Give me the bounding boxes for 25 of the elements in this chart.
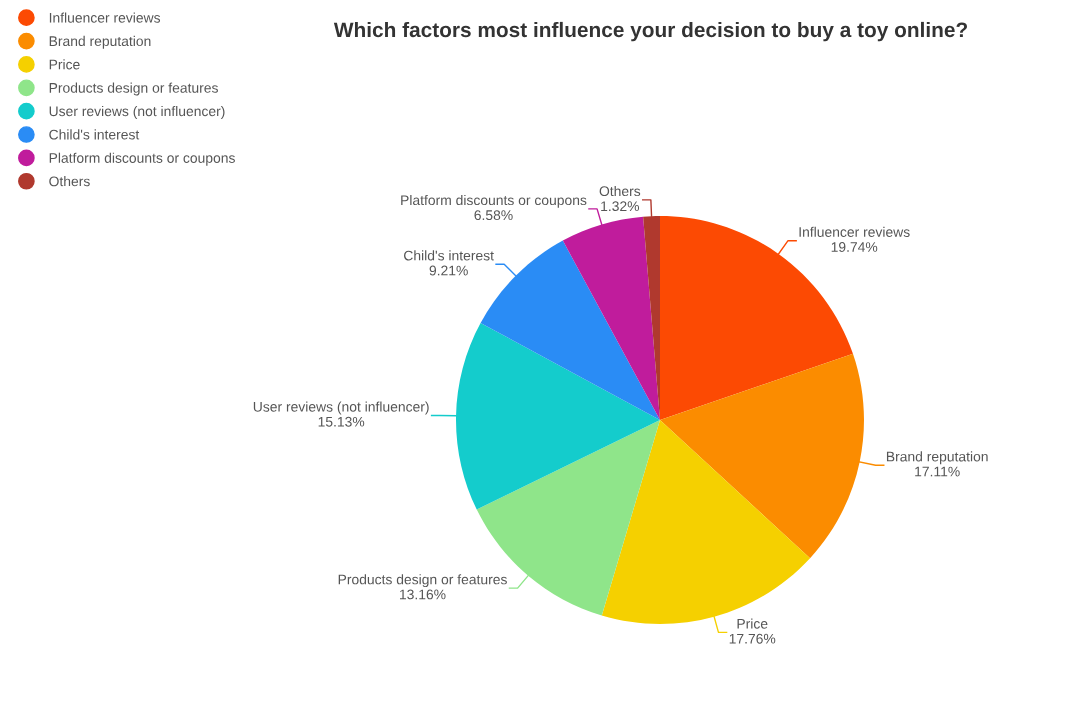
data-label: 17.76% — [729, 633, 776, 644]
slice-label: Products design or features — [338, 574, 507, 588]
data-label: 1.32% — [601, 201, 640, 212]
legend-label: User reviews (not influencer) — [49, 105, 225, 119]
legend-label: Price — [49, 59, 80, 70]
data-label: 6.58% — [474, 210, 513, 221]
data-label: 15.13% — [318, 416, 365, 427]
legend-label: Products design or features — [49, 82, 218, 96]
slice-label: Price — [737, 618, 768, 629]
slice-label: Brand reputation — [886, 451, 988, 465]
legend-label: Others — [49, 176, 90, 187]
slice-label: Influencer reviews — [799, 226, 910, 237]
data-label: 17.11% — [915, 466, 960, 477]
data-label: 19.74% — [831, 242, 878, 252]
slice-label: Platform discounts or coupons — [401, 194, 587, 208]
data-label: 9.21% — [429, 265, 468, 276]
slice-label: Others — [599, 185, 641, 197]
data-label: 13.16% — [400, 589, 446, 600]
legend-label: Brand reputation — [49, 35, 151, 49]
text: Which factors most influence your decision to buy a toy online? — [333, 21, 967, 42]
slice-label: Child's interest — [404, 250, 494, 261]
slice-label: User reviews (not influencer) — [253, 401, 429, 415]
legend-label: Influencer reviews — [49, 12, 161, 23]
legend-label: Child's interest — [49, 129, 140, 140]
legend-label: Platform discounts or coupons — [49, 152, 235, 166]
